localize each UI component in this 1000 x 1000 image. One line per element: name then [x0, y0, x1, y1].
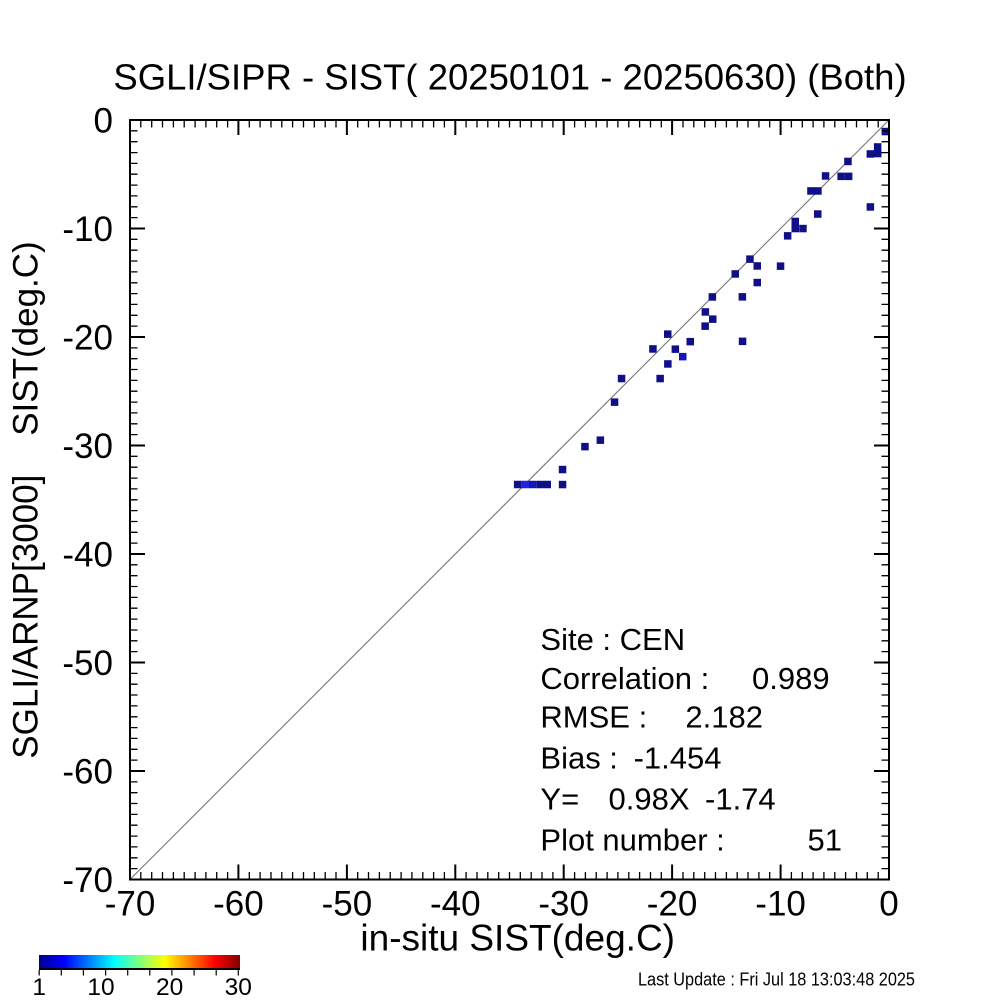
svg-text:-20: -20: [647, 885, 698, 924]
svg-text:Correlation :: Correlation :: [540, 661, 709, 696]
svg-text:10: 10: [87, 974, 114, 1000]
svg-text:Y=: Y=: [540, 782, 579, 817]
svg-text:2.182: 2.182: [685, 700, 763, 735]
svg-text:SGLI/SIPR - SIST( 20250101 - 2: SGLI/SIPR - SIST( 20250101 - 20250630) (…: [113, 57, 906, 98]
svg-text:Plot number :: Plot number :: [540, 823, 724, 858]
svg-text:-1.454: -1.454: [634, 740, 722, 775]
svg-text:-60: -60: [213, 885, 264, 924]
svg-text:1: 1: [32, 974, 46, 1000]
svg-text:-30: -30: [62, 427, 113, 466]
svg-text:20: 20: [156, 974, 183, 1000]
svg-text:-10: -10: [755, 885, 806, 924]
svg-text:-30: -30: [538, 885, 589, 924]
svg-text:Bias :: Bias :: [540, 740, 618, 775]
svg-text:-50: -50: [322, 885, 373, 924]
svg-text:-40: -40: [62, 536, 113, 575]
svg-text:in-situ SIST(deg.C): in-situ SIST(deg.C): [360, 918, 675, 959]
svg-text:0.989: 0.989: [752, 661, 830, 696]
svg-text:SGLI/ARNP[3000] SIST(deg.C): SGLI/ARNP[3000] SIST(deg.C): [7, 241, 46, 758]
svg-text:-50: -50: [62, 644, 113, 683]
svg-text:-20: -20: [62, 319, 113, 358]
svg-text:-40: -40: [430, 885, 481, 924]
svg-text:51: 51: [808, 823, 842, 858]
svg-text:0.98X: 0.98X: [609, 782, 690, 817]
svg-text:30: 30: [225, 974, 252, 1000]
svg-text:Last Update : Fri Jul 18 13:03: Last Update : Fri Jul 18 13:03:48 2025: [638, 969, 915, 990]
svg-text:-70: -70: [62, 861, 113, 900]
svg-text:-70: -70: [105, 885, 156, 924]
svg-text:RMSE :: RMSE :: [540, 700, 647, 735]
svg-text:-10: -10: [62, 210, 113, 249]
svg-text:Site : CEN: Site : CEN: [540, 622, 685, 657]
svg-text:-60: -60: [62, 753, 113, 792]
svg-text:-1.74: -1.74: [705, 782, 776, 817]
svg-text:0: 0: [94, 102, 113, 141]
svg-text:0: 0: [879, 885, 898, 924]
